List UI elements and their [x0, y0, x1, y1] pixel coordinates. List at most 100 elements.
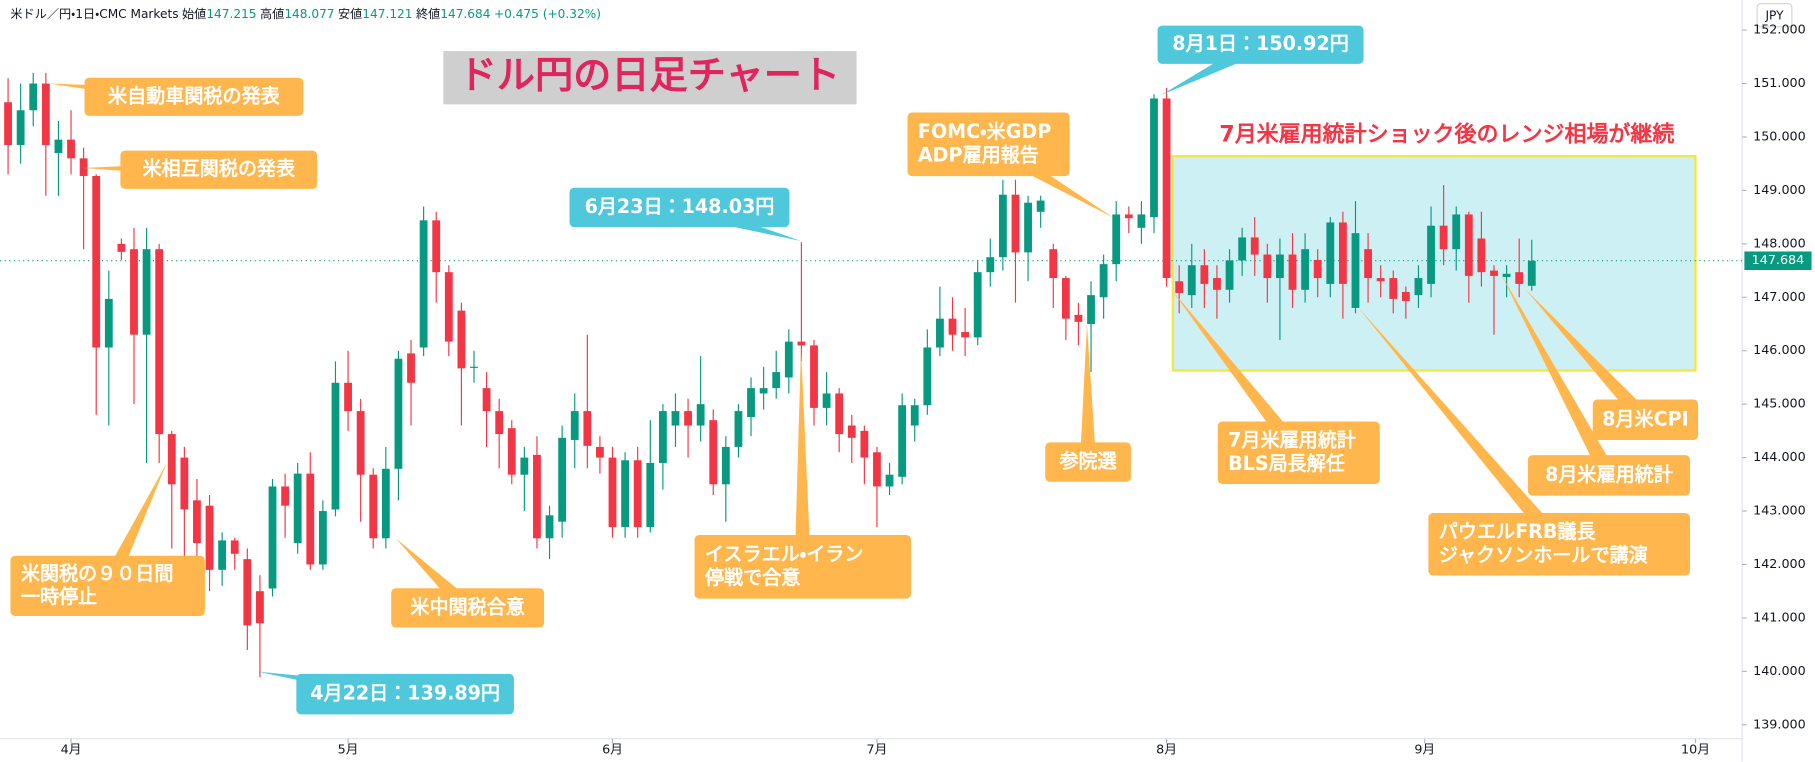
x-tick-label: 6月 [602, 743, 623, 758]
callout-text: ADP雇用報告 [918, 143, 1039, 166]
candle-body [1263, 254, 1272, 279]
candle-body [29, 83, 38, 111]
candle-body [608, 457, 617, 528]
callout-pointer [1079, 324, 1097, 463]
callout-box [391, 588, 545, 628]
x-tick-label: 7月 [867, 743, 888, 758]
candle-body [545, 515, 554, 539]
candle-body [1376, 278, 1385, 282]
currency[interactable]: JPY [1764, 8, 1784, 22]
candle-body [4, 102, 12, 145]
range-label: 7月米雇用統計ショック後のレンジ相場が継続 [1219, 121, 1674, 147]
candle-body [533, 454, 541, 539]
y-tick-label: 151.000 [1753, 76, 1806, 91]
candle-body [898, 405, 907, 477]
candle-body [1276, 254, 1284, 279]
candle-body [1200, 265, 1209, 284]
candle-body [218, 540, 227, 570]
callout-text: 8月米雇用統計 [1545, 463, 1673, 486]
candle-body [394, 358, 403, 469]
candle-body [1515, 272, 1524, 284]
candle-body [721, 446, 730, 485]
candle-body [1452, 214, 1461, 250]
candle-body [709, 420, 718, 485]
last-price-label: 147.684 [1752, 253, 1805, 268]
callout-box [1527, 455, 1690, 496]
candle-body [381, 468, 390, 539]
y-tick-label: 143.000 [1753, 504, 1806, 519]
callout-pointer [1171, 289, 1306, 458]
candle-body [1502, 273, 1511, 277]
candle-body [1187, 265, 1196, 296]
candle-body [318, 511, 327, 565]
callout-text: 7月米雇用統計 [1228, 429, 1356, 452]
candle-body [1162, 98, 1171, 279]
candle-body [1011, 194, 1020, 253]
candle-body [495, 411, 504, 435]
candle-body [92, 175, 101, 348]
header: 米ドル／円・1日・CMC Markets 始値147.215 高値148.077 安値… [10, 6, 601, 21]
candle-body [1074, 314, 1083, 322]
callout-box [1157, 25, 1364, 64]
candle-body [1364, 249, 1372, 279]
candle-body [1490, 270, 1498, 276]
title-box [443, 51, 857, 105]
candle-body [1137, 214, 1146, 228]
candle-body [369, 474, 378, 539]
candle-body [747, 388, 755, 417]
candle-body [67, 139, 75, 159]
candle-body [1036, 200, 1045, 212]
candle-body [1313, 259, 1322, 279]
candle-body [759, 388, 768, 394]
candle-body [1213, 278, 1221, 290]
callout-text: 米相互関税の発表 [142, 157, 296, 180]
candle-body [558, 437, 567, 522]
candle-body [1288, 254, 1297, 290]
candle-body [230, 540, 239, 554]
callout-text: 停戦で合意 [704, 566, 800, 589]
candle-body [1389, 278, 1398, 299]
callout-pointer [1525, 289, 1652, 426]
candle-body [1225, 260, 1234, 290]
candle-body [507, 428, 516, 475]
candle-body [1049, 249, 1058, 279]
ohlc-value: 147.684 [440, 7, 490, 21]
y-tick-label: 145.000 [1753, 397, 1806, 412]
candle-body [193, 500, 201, 544]
candle-body [1464, 214, 1473, 276]
callout-text: 4月22日：139.89円 [310, 682, 500, 705]
candle-body [1414, 278, 1423, 296]
currency-button[interactable] [1756, 3, 1793, 28]
y-tick-label: 139.000 [1753, 717, 1806, 732]
candle-body [243, 559, 252, 626]
candle-body [444, 272, 453, 342]
y-tick-label: 152.000 [1753, 23, 1806, 38]
candle-body [16, 110, 25, 145]
candle-body [1238, 237, 1247, 261]
candle-body [470, 366, 478, 368]
candle-body [1477, 238, 1486, 273]
callout-box [1217, 421, 1380, 485]
candle-body [873, 452, 881, 487]
callout-text: パウエルFRB議長 [1439, 520, 1597, 543]
candle-body [293, 473, 302, 544]
candle-body [910, 405, 919, 426]
candle-body [344, 382, 352, 412]
callout-text: 8月1日：150.92円 [1172, 32, 1348, 55]
candle-body [155, 249, 164, 435]
candle-body [885, 474, 894, 487]
candle-body [961, 332, 970, 338]
candle-body [331, 382, 340, 510]
candle-body [407, 353, 415, 383]
callout-box [10, 555, 205, 616]
candle-body [419, 220, 428, 348]
callout-box [1592, 399, 1699, 441]
callout-text: 参院選 [1058, 450, 1117, 473]
candle-body [772, 372, 781, 389]
candle-body [822, 393, 831, 408]
candle-body [1351, 233, 1360, 308]
candle-body [1124, 214, 1133, 219]
ohlc-label: 終値 [416, 6, 440, 21]
